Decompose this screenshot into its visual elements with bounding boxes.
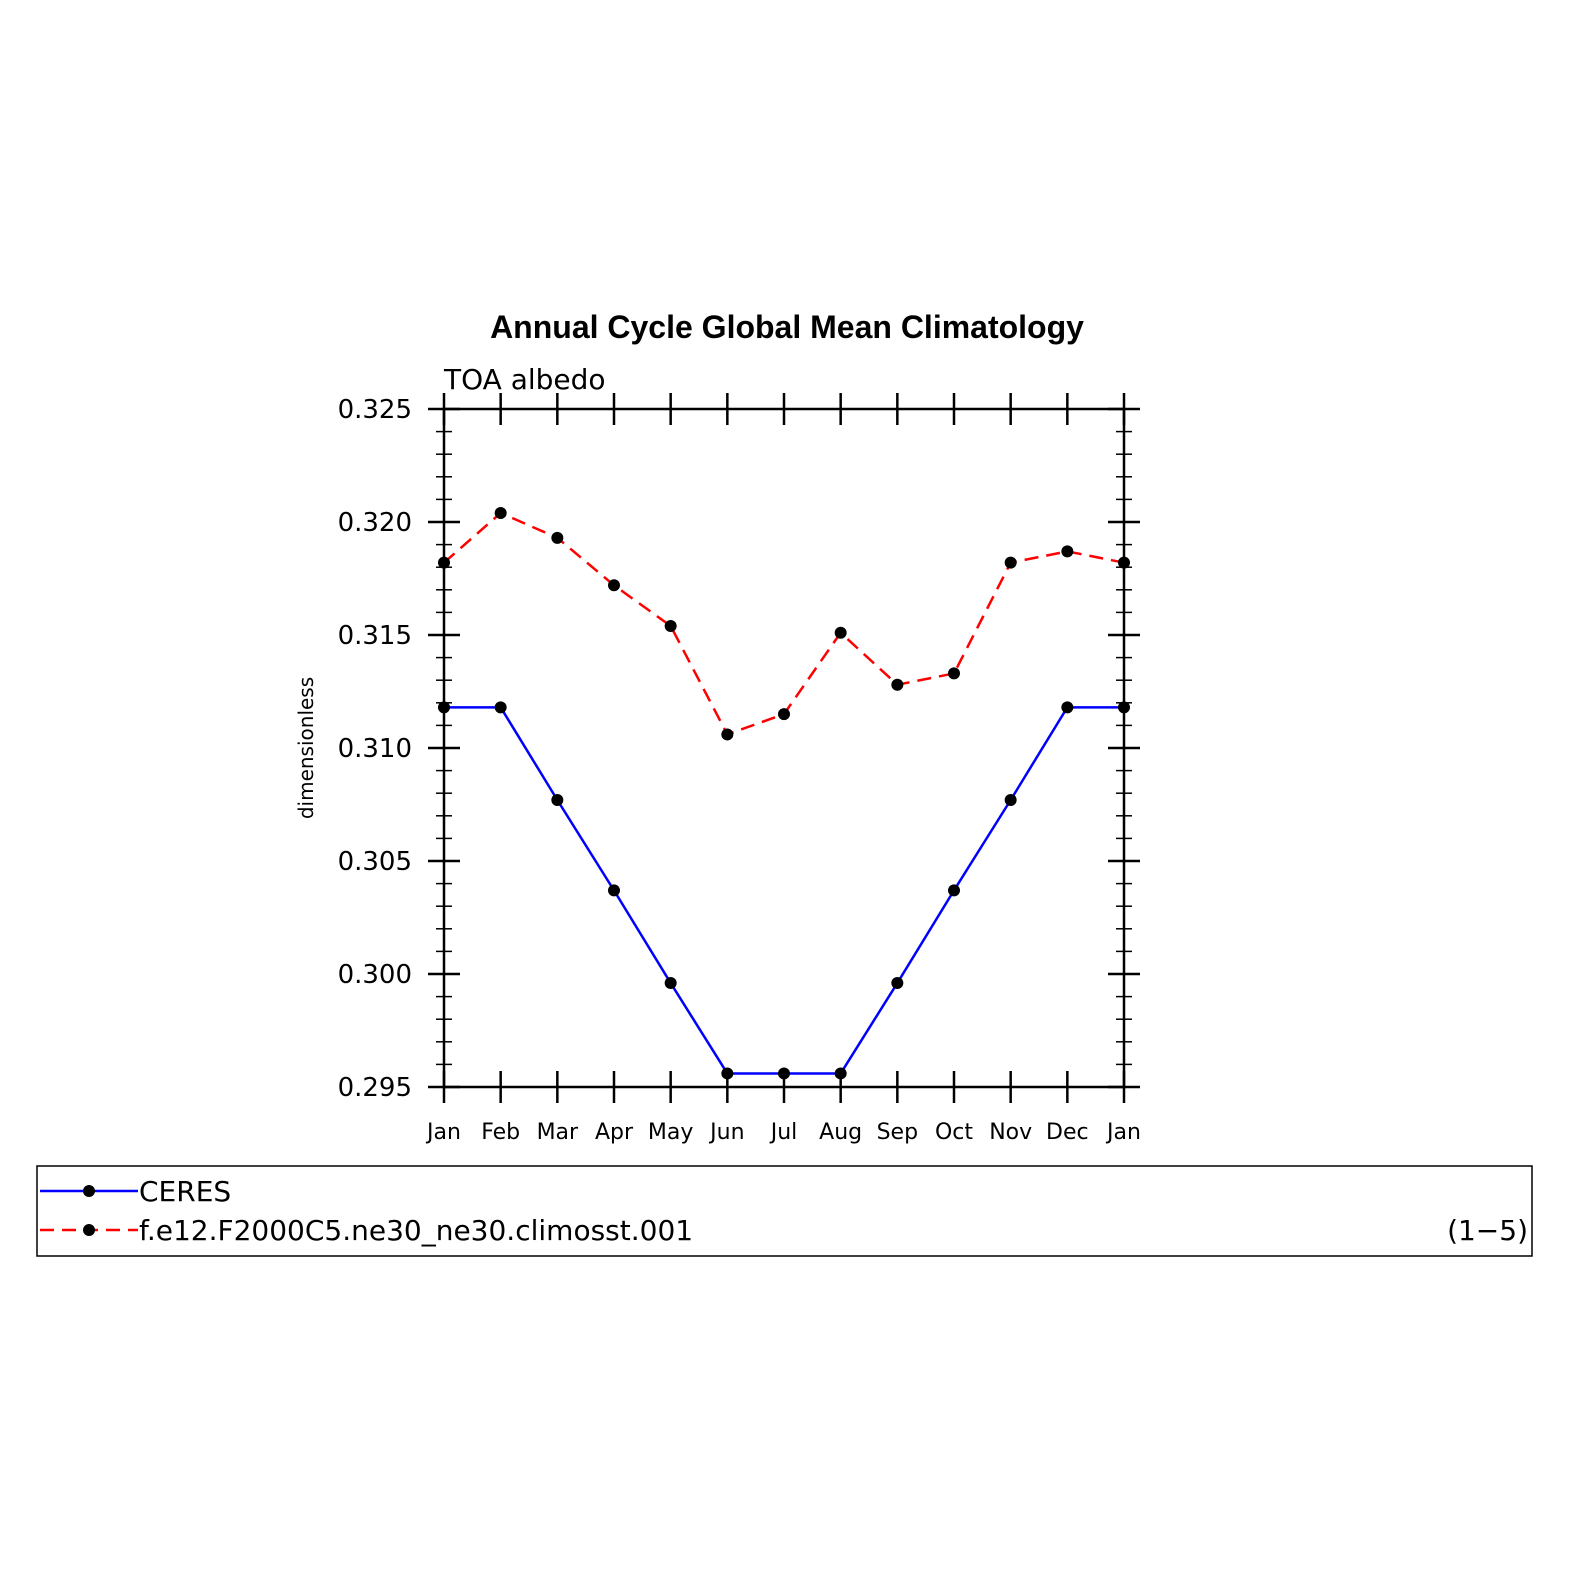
data-point — [551, 531, 564, 544]
data-point — [721, 1067, 734, 1080]
y-tick-label: 0.325 — [338, 395, 412, 425]
y-tick-label: 0.315 — [338, 621, 412, 651]
series-layer — [438, 506, 1130, 1080]
x-tick-label: Jun — [708, 1120, 744, 1145]
y-tick-label: 0.300 — [338, 960, 412, 990]
data-point — [494, 701, 507, 714]
series-line — [444, 706, 1124, 1075]
series-1 — [438, 701, 1130, 1080]
x-tick-label: Jan — [1105, 1120, 1141, 1145]
x-tick-label: Jan — [425, 1120, 461, 1145]
data-point — [664, 619, 677, 632]
data-point — [608, 884, 620, 897]
y-axis-label: dimensionless — [294, 677, 318, 819]
data-point — [1004, 556, 1017, 569]
chart-subtitle: TOA albedo — [443, 363, 606, 396]
data-point — [1118, 701, 1130, 714]
x-tick-label: Apr — [595, 1120, 634, 1145]
x-tick-label: Oct — [935, 1120, 973, 1145]
legend-label-1: CERES — [139, 1175, 231, 1208]
x-tick-label: Dec — [1046, 1120, 1089, 1145]
data-point — [1004, 793, 1017, 806]
y-tick-label: 0.310 — [338, 734, 412, 764]
x-tick-label: Mar — [537, 1120, 579, 1145]
legend-label-2: f.e12.F2000C5.ne30_ne30.climosst.001 — [139, 1214, 693, 1247]
data-point — [438, 556, 450, 569]
data-point — [948, 667, 960, 680]
x-tick-label: Aug — [819, 1120, 862, 1145]
legend-note: (1−5) — [1447, 1214, 1528, 1247]
data-point — [1061, 545, 1074, 558]
data-point — [834, 1067, 847, 1080]
data-point — [608, 579, 620, 592]
chart-title: Annual Cycle Global Mean Climatology — [490, 309, 1084, 345]
y-tick-label: 0.305 — [338, 847, 412, 877]
data-point — [721, 728, 734, 741]
x-tick-label: May — [648, 1120, 693, 1145]
legend-marker-2 — [83, 1224, 95, 1236]
data-point — [891, 678, 904, 691]
x-tick-label: Jul — [769, 1120, 798, 1145]
x-tick-label: Sep — [877, 1120, 918, 1145]
plot-frame — [442, 407, 1126, 1089]
legend-marker-1 — [83, 1185, 95, 1197]
x-tick-label: Feb — [481, 1120, 520, 1145]
data-point — [891, 977, 904, 990]
data-point — [778, 1067, 790, 1080]
axes: 0.295 0.300 0.305 0.310 0.315 0.320 0.325 Jan Fe… — [338, 393, 1141, 1145]
data-point — [1061, 701, 1074, 714]
data-point — [948, 884, 960, 897]
data-point — [778, 708, 790, 721]
series-line — [443, 511, 1125, 736]
y-tick-label: 0.320 — [338, 508, 412, 538]
data-point — [438, 701, 450, 714]
legend-box — [36, 1165, 1533, 1257]
x-tick-label: Nov — [989, 1120, 1032, 1145]
data-point — [1118, 556, 1130, 569]
data-point — [834, 626, 847, 639]
data-point — [551, 793, 564, 806]
legend: CERES f.e12.F2000C5.ne30_ne30.climosst.00… — [36, 1165, 1533, 1257]
data-point — [664, 977, 677, 990]
y-tick-label: 0.295 — [338, 1073, 412, 1103]
data-point — [494, 506, 507, 519]
series-2 — [438, 506, 1130, 741]
